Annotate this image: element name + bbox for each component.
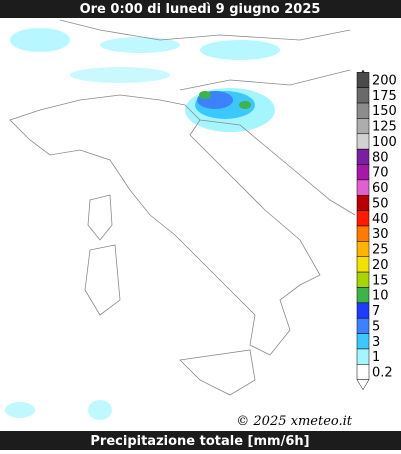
- legend-label: 60: [372, 181, 389, 196]
- legend-label: 200: [372, 74, 397, 89]
- legend-swatch: [356, 317, 370, 334]
- legend-swatch: [356, 164, 370, 181]
- legend-label: 100: [372, 135, 397, 150]
- legend-swatch: [356, 333, 370, 350]
- legend-label: 150: [372, 104, 397, 119]
- legend-swatch: [356, 256, 370, 273]
- title: Ore 0:00 di lunedì 9 giugno 2025: [80, 2, 321, 17]
- legend-swatch: [356, 210, 370, 227]
- borders: [9, 19, 356, 396]
- footer-bar: [0, 431, 401, 450]
- legend-label: 80: [372, 150, 389, 165]
- legend-swatch: [356, 148, 370, 165]
- legend-label: 3: [372, 335, 380, 350]
- legend: 2001751501251008070605040302520151075310…: [356, 69, 397, 391]
- legend-label: 175: [372, 89, 397, 104]
- legend-label: 25: [372, 243, 389, 258]
- legend-swatch: [356, 179, 370, 196]
- legend-label: 1: [372, 350, 380, 365]
- legend-swatch: [356, 102, 370, 119]
- legend-swatch: [356, 302, 370, 319]
- title-bar: [0, 0, 401, 18]
- legend-label: 40: [372, 212, 389, 227]
- legend-swatch: [356, 225, 370, 242]
- legend-swatch: [356, 195, 370, 211]
- legend-label: 125: [372, 120, 397, 135]
- legend-swatch: [356, 348, 370, 365]
- footer-label: Precipitazione totale [mm/6h]: [90, 434, 309, 449]
- legend-label: 10: [372, 289, 389, 304]
- legend-swatch: [356, 287, 370, 304]
- legend-label: 5: [372, 319, 380, 334]
- legend-label: 15: [372, 273, 389, 288]
- legend-swatch: [356, 241, 370, 257]
- legend-label: 20: [372, 258, 389, 273]
- legend-swatch: [356, 133, 370, 150]
- legend-swatch: [356, 364, 370, 380]
- legend-arrow-bottom: [356, 379, 370, 391]
- legend-label: 70: [372, 166, 389, 181]
- credit: © 2025 xmeteo.it: [236, 414, 353, 429]
- legend-label: 0.2: [372, 366, 393, 381]
- legend-swatch: [356, 72, 370, 88]
- legend-swatch: [356, 271, 370, 288]
- legend-swatch: [356, 118, 370, 135]
- legend-label: 50: [372, 196, 389, 211]
- precipitation: [5, 28, 280, 420]
- legend-swatch: [356, 87, 370, 104]
- legend-label: 7: [372, 304, 380, 319]
- legend-label: 30: [372, 227, 389, 242]
